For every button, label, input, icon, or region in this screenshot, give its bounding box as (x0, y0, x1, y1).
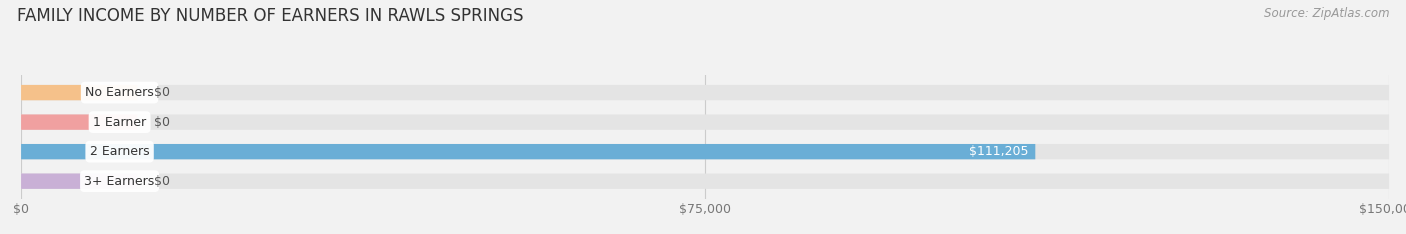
FancyBboxPatch shape (21, 85, 138, 100)
Text: $111,205: $111,205 (969, 145, 1028, 158)
FancyBboxPatch shape (21, 114, 1389, 130)
Text: Source: ZipAtlas.com: Source: ZipAtlas.com (1264, 7, 1389, 20)
FancyBboxPatch shape (21, 173, 1389, 189)
FancyBboxPatch shape (21, 144, 1389, 159)
FancyBboxPatch shape (21, 173, 138, 189)
FancyBboxPatch shape (21, 144, 1035, 159)
Text: FAMILY INCOME BY NUMBER OF EARNERS IN RAWLS SPRINGS: FAMILY INCOME BY NUMBER OF EARNERS IN RA… (17, 7, 523, 25)
FancyBboxPatch shape (21, 85, 1389, 100)
Text: 3+ Earners: 3+ Earners (84, 175, 155, 188)
Text: 2 Earners: 2 Earners (90, 145, 149, 158)
Text: 1 Earner: 1 Earner (93, 116, 146, 129)
Text: $0: $0 (153, 116, 170, 129)
FancyBboxPatch shape (21, 114, 138, 130)
Text: $0: $0 (153, 175, 170, 188)
Text: $0: $0 (153, 86, 170, 99)
Text: No Earners: No Earners (86, 86, 155, 99)
